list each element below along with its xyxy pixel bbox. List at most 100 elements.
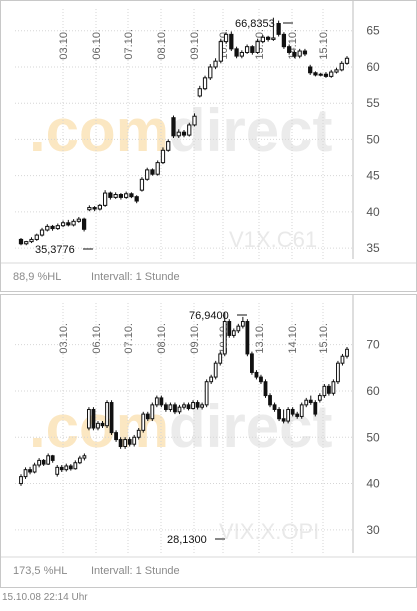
candle-body[interactable] bbox=[231, 330, 236, 336]
candle-body[interactable] bbox=[160, 149, 166, 164]
candle-body[interactable] bbox=[187, 124, 192, 136]
candle-body[interactable] bbox=[150, 169, 155, 175]
candle-body[interactable] bbox=[240, 321, 245, 327]
candle-body[interactable] bbox=[213, 362, 218, 378]
candle-body[interactable] bbox=[163, 404, 168, 410]
candle-body[interactable] bbox=[287, 46, 292, 53]
candle-body[interactable] bbox=[73, 462, 78, 470]
candle-body[interactable] bbox=[254, 371, 259, 378]
candle-body[interactable] bbox=[290, 408, 295, 415]
candle-body[interactable] bbox=[97, 204, 103, 210]
candle-body[interactable] bbox=[60, 222, 66, 227]
candle-body[interactable] bbox=[81, 218, 87, 230]
candle-body[interactable] bbox=[150, 404, 155, 420]
candle-body[interactable] bbox=[304, 399, 309, 406]
candle-body[interactable] bbox=[123, 439, 128, 448]
candle-body[interactable] bbox=[18, 238, 24, 245]
candle-body[interactable] bbox=[281, 33, 287, 48]
candle-body[interactable] bbox=[336, 362, 340, 383]
candle-body[interactable] bbox=[345, 348, 349, 357]
candle-body[interactable] bbox=[87, 408, 91, 429]
candle-body[interactable] bbox=[329, 71, 334, 77]
candle-body[interactable] bbox=[129, 193, 134, 198]
candle-body[interactable] bbox=[82, 455, 87, 459]
candle-body[interactable] bbox=[139, 178, 145, 191]
candle-body[interactable] bbox=[299, 404, 304, 417]
candle-body[interactable] bbox=[234, 48, 239, 57]
candle-body[interactable] bbox=[204, 381, 209, 406]
candle-body[interactable] bbox=[87, 207, 92, 211]
candle-body[interactable] bbox=[124, 193, 129, 198]
candle-body[interactable] bbox=[218, 41, 223, 62]
candle-body[interactable] bbox=[134, 196, 139, 202]
candle-body[interactable] bbox=[181, 131, 187, 136]
candle-body[interactable] bbox=[223, 33, 229, 43]
candle-body[interactable] bbox=[136, 429, 141, 438]
candle-body[interactable] bbox=[260, 36, 266, 43]
candle-body[interactable] bbox=[37, 459, 42, 466]
candle-body[interactable] bbox=[344, 57, 350, 64]
candle-body[interactable] bbox=[118, 194, 124, 198]
candle-body[interactable] bbox=[272, 404, 277, 410]
candle-body[interactable] bbox=[322, 385, 327, 397]
candle-body[interactable] bbox=[168, 404, 173, 410]
candle-body[interactable] bbox=[244, 46, 250, 53]
candle-body[interactable] bbox=[145, 169, 150, 180]
candle-body[interactable] bbox=[23, 469, 28, 478]
candle-body[interactable] bbox=[222, 321, 227, 355]
candle-body[interactable] bbox=[268, 395, 272, 406]
candle-body[interactable] bbox=[236, 325, 241, 332]
candle-body[interactable] bbox=[46, 455, 51, 465]
candle-body[interactable] bbox=[292, 51, 297, 57]
candle-body[interactable] bbox=[302, 50, 308, 55]
candle-body[interactable] bbox=[192, 115, 197, 126]
candle-body[interactable] bbox=[45, 225, 50, 231]
candle-body[interactable] bbox=[227, 321, 232, 336]
candle-body[interactable] bbox=[186, 404, 191, 410]
candle-body[interactable] bbox=[127, 439, 132, 445]
candle-body[interactable] bbox=[102, 192, 108, 206]
candle-body[interactable] bbox=[265, 36, 271, 40]
candle-body[interactable] bbox=[71, 220, 76, 226]
candle-body[interactable] bbox=[229, 33, 234, 50]
candle-body[interactable] bbox=[202, 77, 208, 90]
candle-body[interactable] bbox=[271, 37, 276, 40]
candle-body[interactable] bbox=[218, 353, 223, 364]
candle-body[interactable] bbox=[154, 397, 159, 406]
candle-body[interactable] bbox=[250, 46, 255, 53]
candle-body[interactable] bbox=[331, 381, 336, 394]
candle-body[interactable] bbox=[50, 225, 55, 230]
candle-body[interactable] bbox=[55, 466, 60, 475]
candle-body[interactable] bbox=[50, 455, 55, 461]
candle-body[interactable] bbox=[277, 408, 281, 420]
candle-body[interactable] bbox=[209, 376, 214, 383]
candle-body[interactable] bbox=[334, 69, 339, 73]
candle-body[interactable] bbox=[339, 62, 344, 71]
candle-body[interactable] bbox=[155, 162, 160, 175]
candle-body[interactable] bbox=[92, 207, 97, 210]
candle-body[interactable] bbox=[29, 238, 34, 243]
candle-body[interactable] bbox=[91, 408, 96, 429]
candle-body[interactable] bbox=[195, 402, 200, 408]
candle-body[interactable] bbox=[281, 418, 286, 422]
candle-body[interactable] bbox=[39, 229, 45, 236]
candlestick-chart-vix[interactable]: .comdirect VIX.X.OPI 03.10. 06.10. 07.10. 08.… bbox=[1, 295, 416, 587]
candle-body[interactable] bbox=[77, 457, 82, 464]
candle-body[interactable] bbox=[66, 222, 71, 226]
candle-body[interactable] bbox=[159, 397, 164, 406]
candle-body[interactable] bbox=[114, 432, 118, 441]
candle-body[interactable] bbox=[68, 465, 73, 470]
candle-body[interactable] bbox=[100, 422, 105, 427]
candle-body[interactable] bbox=[166, 141, 171, 151]
candle-body[interactable] bbox=[326, 385, 331, 394]
candle-body[interactable] bbox=[200, 404, 205, 408]
candle-body[interactable] bbox=[250, 353, 254, 373]
candle-body[interactable] bbox=[105, 402, 109, 427]
candle-body[interactable] bbox=[308, 399, 313, 404]
candle-body[interactable] bbox=[286, 408, 291, 422]
candle-body[interactable] bbox=[318, 73, 323, 76]
candle-body[interactable] bbox=[208, 66, 213, 79]
candle-body[interactable] bbox=[263, 381, 268, 397]
candle-body[interactable] bbox=[64, 465, 69, 471]
